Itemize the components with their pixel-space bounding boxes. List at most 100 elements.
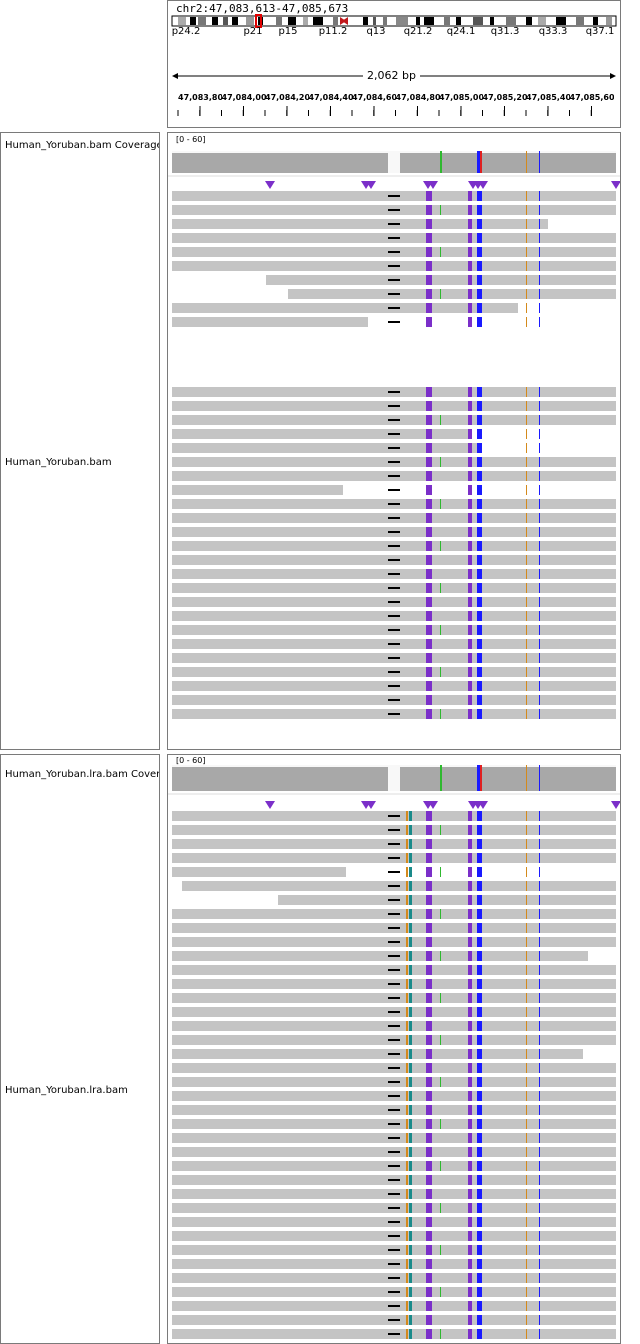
read-insertion [426, 709, 432, 719]
read-mismatch [406, 1217, 408, 1227]
read-mismatch [477, 499, 482, 509]
read-mismatch [539, 993, 540, 1003]
read-mismatch [406, 923, 408, 933]
track2-data-panel[interactable] [167, 754, 621, 1344]
read-mismatch [406, 1119, 408, 1129]
read-deletion [388, 475, 400, 477]
read-mismatch [526, 541, 527, 551]
read-mismatch [526, 1329, 527, 1339]
track2-alignments[interactable] [168, 755, 620, 1343]
band-label: p11.2 [318, 26, 348, 37]
ideogram-band [333, 17, 338, 25]
read-insertion [468, 1049, 472, 1059]
read-insertion [468, 261, 472, 271]
read-mismatch [526, 401, 527, 411]
read [172, 485, 343, 495]
read-deletion [388, 857, 400, 859]
read-mismatch [477, 639, 482, 649]
read-insertion [426, 583, 432, 593]
read-insertion [468, 965, 472, 975]
read-insertion [426, 1091, 432, 1101]
read-mismatch [409, 1147, 412, 1157]
read-insertion [426, 1315, 432, 1325]
read-insertion [468, 1217, 472, 1227]
read-deletion [388, 433, 400, 435]
read-mismatch [477, 1077, 482, 1087]
read-deletion [388, 969, 400, 971]
read-mismatch [409, 937, 412, 947]
read-insertion [468, 811, 472, 821]
read-mismatch [409, 1077, 412, 1087]
track2-reads-name[interactable]: Human_Yoruban.lra.bam [5, 1085, 128, 1096]
read-insertion [468, 709, 472, 719]
read-mismatch [526, 1259, 527, 1269]
read-mismatch [539, 825, 540, 835]
read-mismatch [409, 1175, 412, 1185]
read-insertion [468, 429, 472, 439]
band-label: p21 [243, 26, 263, 37]
read-mismatch [477, 881, 482, 891]
read-insertion [426, 1301, 432, 1311]
ruler-tick-label: 47,085,000 bp [439, 93, 483, 102]
read-insertion [468, 1077, 472, 1087]
read-insertion [468, 1273, 472, 1283]
read-mismatch [539, 1217, 540, 1227]
read-mismatch [477, 1021, 482, 1031]
coverage-mismatch [480, 151, 482, 173]
read-mismatch [539, 261, 540, 271]
read-deletion [388, 279, 400, 281]
read-insertion [426, 1063, 432, 1073]
read-mismatch [409, 1315, 412, 1325]
read-deletion [388, 685, 400, 687]
read-mismatch [406, 1329, 408, 1339]
read-insertion [426, 1133, 432, 1143]
read-deletion [388, 1095, 400, 1097]
read-insertion [426, 401, 432, 411]
track2-scale: [0 - 60] [176, 756, 206, 765]
read-insertion [468, 219, 472, 229]
track2-coverage-name[interactable]: Human_Yoruban.lra.bam Coverage [5, 769, 159, 780]
read-mismatch [440, 993, 441, 1003]
read [172, 867, 346, 877]
read-mismatch [526, 1147, 527, 1157]
read-mismatch [409, 1091, 412, 1101]
read-insertion [468, 1063, 472, 1073]
read-mismatch [409, 965, 412, 975]
read-deletion [388, 629, 400, 631]
read-mismatch [539, 1287, 540, 1297]
coverage-mismatch [539, 151, 540, 173]
read-mismatch [539, 1133, 540, 1143]
read-mismatch [440, 1119, 441, 1129]
read-mismatch [406, 1287, 408, 1297]
read-mismatch [539, 951, 540, 961]
read-insertion [468, 1301, 472, 1311]
read-mismatch [526, 1231, 527, 1241]
read [172, 951, 588, 961]
read-mismatch [526, 1105, 527, 1115]
read-mismatch [406, 1189, 408, 1199]
read-deletion [388, 657, 400, 659]
chromosome-ideogram[interactable] [168, 12, 620, 52]
read-mismatch [477, 1315, 482, 1325]
ideogram-band [473, 17, 483, 25]
read-insertion [468, 867, 472, 877]
read-insertion [426, 1273, 432, 1283]
read-mismatch [440, 867, 441, 877]
track1-reads-name[interactable]: Human_Yoruban.bam [5, 457, 112, 468]
read-mismatch [477, 937, 482, 947]
ideogram-outline [171, 15, 617, 27]
read-insertion [426, 1105, 432, 1115]
read-mismatch [539, 653, 540, 663]
read-insertion [468, 1315, 472, 1325]
read-insertion [468, 825, 472, 835]
read-insertion [468, 937, 472, 947]
read-mismatch [526, 1203, 527, 1213]
read-deletion [388, 1221, 400, 1223]
read-mismatch [477, 811, 482, 821]
track1-coverage-name[interactable]: Human_Yoruban.bam Coverage [5, 140, 159, 151]
read-insertion [468, 289, 472, 299]
track1-data-panel[interactable] [167, 132, 621, 750]
read-mismatch [526, 1315, 527, 1325]
read-mismatch [477, 1301, 482, 1311]
track1-alignments[interactable] [168, 133, 620, 749]
